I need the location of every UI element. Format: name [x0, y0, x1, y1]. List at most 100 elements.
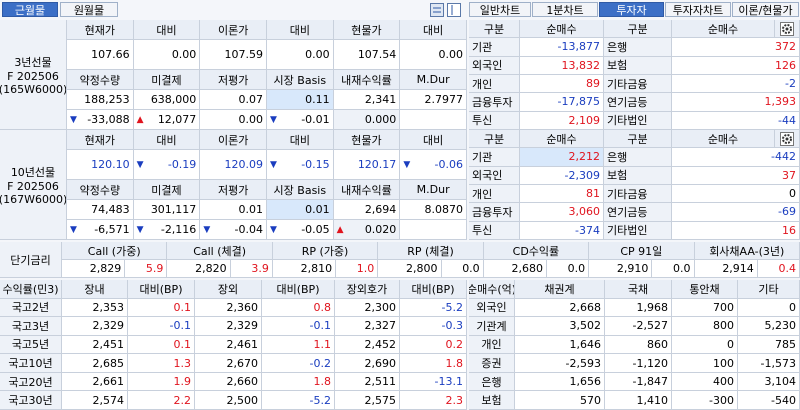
price: 107.54: [333, 40, 401, 70]
rate-change: 5.9: [125, 260, 168, 278]
column-header: 순매수: [520, 20, 604, 39]
value: -0.06: [434, 158, 463, 171]
bond: 국고20년: [0, 372, 62, 392]
net-buy: 1,646: [515, 335, 605, 355]
gear-icon: [780, 21, 794, 36]
change: [400, 220, 467, 240]
yield-change: -5.2: [262, 391, 335, 410]
yield: 2,451: [62, 335, 128, 355]
arrow: ▼: [70, 224, 77, 235]
label-line: (167W6000): [0, 192, 67, 206]
column-header: 약정수량: [67, 70, 134, 90]
rate: 2,910: [589, 260, 653, 278]
yield: 2,690: [335, 354, 400, 373]
view-tab[interactable]: 투자자: [599, 2, 664, 17]
settings[interactable]: [775, 20, 800, 39]
yield-change: -13.1: [400, 372, 467, 392]
view-tab[interactable]: 일반차트: [469, 2, 531, 17]
label-line: F 202506: [7, 179, 59, 193]
bond: 국고2년: [0, 298, 62, 318]
rate-change: 0.4: [757, 260, 800, 278]
section-label: 단기금리: [0, 242, 62, 278]
column-header: 장외: [195, 280, 262, 299]
value: 12,077: [157, 113, 197, 126]
column-header: 구분: [604, 20, 672, 39]
layout-icons[interactable]: [430, 3, 464, 17]
stat: 301,117: [133, 200, 201, 220]
column-header: 이론가: [200, 130, 267, 150]
stat: 2,694: [333, 200, 401, 220]
net-buy: 16: [672, 221, 800, 240]
bond: 국고3년: [0, 317, 62, 336]
net-buy: 785: [738, 335, 800, 355]
view-tab[interactable]: 투자자차트: [665, 2, 731, 17]
arrow: ▼: [270, 224, 277, 235]
change: ▲ 12,077: [133, 110, 201, 130]
arrow: ▲: [336, 224, 344, 235]
column-header: 저평가: [200, 70, 267, 90]
view-tab[interactable]: 1분차트: [532, 2, 598, 17]
change: ▼ -0.05: [267, 220, 334, 240]
rate: 2,914: [694, 260, 758, 278]
yield: 2,574: [62, 391, 128, 410]
yield-change: 0.1: [128, 335, 195, 355]
investor: 개인: [469, 185, 520, 204]
change: 0.000: [333, 110, 401, 130]
investor: 금융투자: [469, 93, 520, 112]
investor: 기타금융: [604, 75, 672, 94]
value: -2,116: [160, 223, 197, 236]
column-header: 약정수량: [67, 180, 134, 200]
yield: 2,452: [335, 335, 400, 355]
net-buy: -300: [672, 391, 738, 410]
net-buy: -2,309: [520, 166, 604, 185]
column-header: Call (체결): [167, 242, 273, 260]
investor: 기타법인: [604, 221, 672, 240]
price: 107.66: [67, 40, 134, 70]
column-header: 미결제: [133, 180, 201, 200]
column-header: 현재가: [67, 20, 134, 40]
column-header: 대비: [400, 130, 467, 150]
net-buy: 0: [738, 298, 800, 318]
net-buy: -2,527: [605, 317, 672, 336]
net-buy: 3,060: [520, 203, 604, 222]
yield: 2,461: [195, 335, 262, 355]
yield-change: 1.8: [400, 354, 467, 373]
rate-change: 0.0: [546, 260, 590, 278]
month-tab[interactable]: 근월물: [2, 2, 58, 17]
price: 120.10: [67, 150, 134, 180]
net-buy: 860: [605, 335, 672, 355]
column-header: 구분: [604, 130, 672, 149]
yield: 2,670: [195, 354, 262, 373]
value: -0.15: [301, 158, 330, 171]
yield: 2,685: [62, 354, 128, 373]
change: ▼ -0.01: [267, 110, 334, 130]
gear-icon: [780, 131, 794, 146]
arrow: ▼: [270, 159, 277, 170]
net-buy: 372: [672, 38, 800, 57]
yield: 2,353: [62, 298, 128, 318]
yield-change: 1.9: [128, 372, 195, 392]
rate: 2,810: [272, 260, 337, 278]
column-header: 순매수: [520, 130, 604, 149]
rate-change: 3.9: [230, 260, 273, 278]
column-header: M.Dur: [400, 70, 467, 90]
investor: 은행: [604, 148, 672, 167]
label-line: (165W6000): [0, 82, 67, 96]
column-header: 국채: [605, 280, 672, 299]
view-tab[interactable]: 이론/현물가: [732, 2, 799, 17]
arrow: ▼: [70, 114, 77, 125]
rate-change: 0.0: [652, 260, 695, 278]
net-buy: 3,502: [515, 317, 605, 336]
arrow: ▲: [136, 114, 144, 125]
settings[interactable]: [775, 130, 800, 149]
net-buy: -1,573: [738, 354, 800, 373]
price: ▼ -0.06: [400, 150, 467, 180]
yield: 2,329: [195, 317, 262, 336]
yield-change: -0.2: [262, 354, 335, 373]
investor: 기타금융: [604, 185, 672, 204]
column-header: 순매수: [672, 130, 775, 149]
column-header: 대비: [133, 20, 201, 40]
column-header: 대비(BP): [400, 280, 467, 299]
bond: 국고5년: [0, 335, 62, 355]
month-tab[interactable]: 원월물: [60, 2, 118, 17]
